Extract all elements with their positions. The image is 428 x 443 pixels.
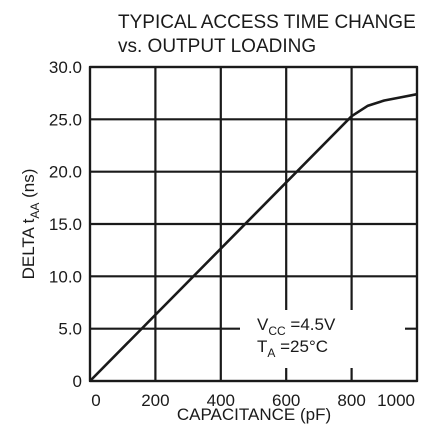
y-tick-label: 30.0 — [49, 58, 82, 77]
x-tick-label: 1000 — [377, 391, 415, 410]
y-tick-label: 15.0 — [49, 215, 82, 234]
annotation-vcc: VCC =4.5V — [257, 315, 336, 338]
y-axis-label: DELTA tAA (ns) — [19, 169, 42, 280]
y-tick-label: 5.0 — [58, 320, 82, 339]
y-tick-label: 10.0 — [49, 267, 82, 286]
y-tick-label: 20.0 — [49, 163, 82, 182]
plot-frame — [88, 65, 419, 383]
x-tick-label: 200 — [141, 391, 169, 410]
x-tick-labels: 0 200 400 600 800 1000 — [91, 391, 415, 410]
annotation-ta: TA =25°C — [257, 337, 328, 360]
x-tick-label: 600 — [272, 391, 300, 410]
x-tick-label: 400 — [207, 391, 235, 410]
series-line — [89, 92, 418, 382]
x-tick-label: 800 — [337, 391, 365, 410]
annotation-background — [240, 310, 405, 368]
y-tick-label: 0 — [73, 372, 82, 391]
x-tick-label: 0 — [91, 391, 100, 410]
chart-title-line-2: vs. OUTPUT LOADING — [118, 36, 316, 57]
chart-title-line-1: TYPICAL ACCESS TIME CHANGE — [118, 12, 416, 33]
y-tick-label: 25.0 — [49, 110, 82, 129]
x-axis-label: CAPACITANCE (pF) — [177, 405, 331, 424]
y-tick-labels: 0 5.0 10.0 15.0 20.0 25.0 30.0 — [49, 58, 82, 391]
